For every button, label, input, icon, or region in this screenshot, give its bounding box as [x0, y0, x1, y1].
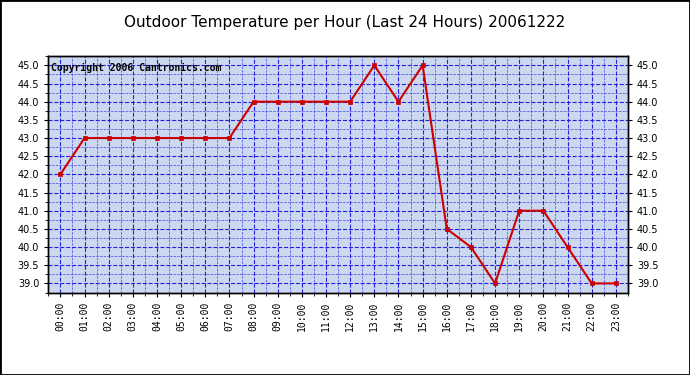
Text: Outdoor Temperature per Hour (Last 24 Hours) 20061222: Outdoor Temperature per Hour (Last 24 Ho…: [124, 15, 566, 30]
Text: Copyright 2006 Cantronics.com: Copyright 2006 Cantronics.com: [51, 63, 221, 74]
